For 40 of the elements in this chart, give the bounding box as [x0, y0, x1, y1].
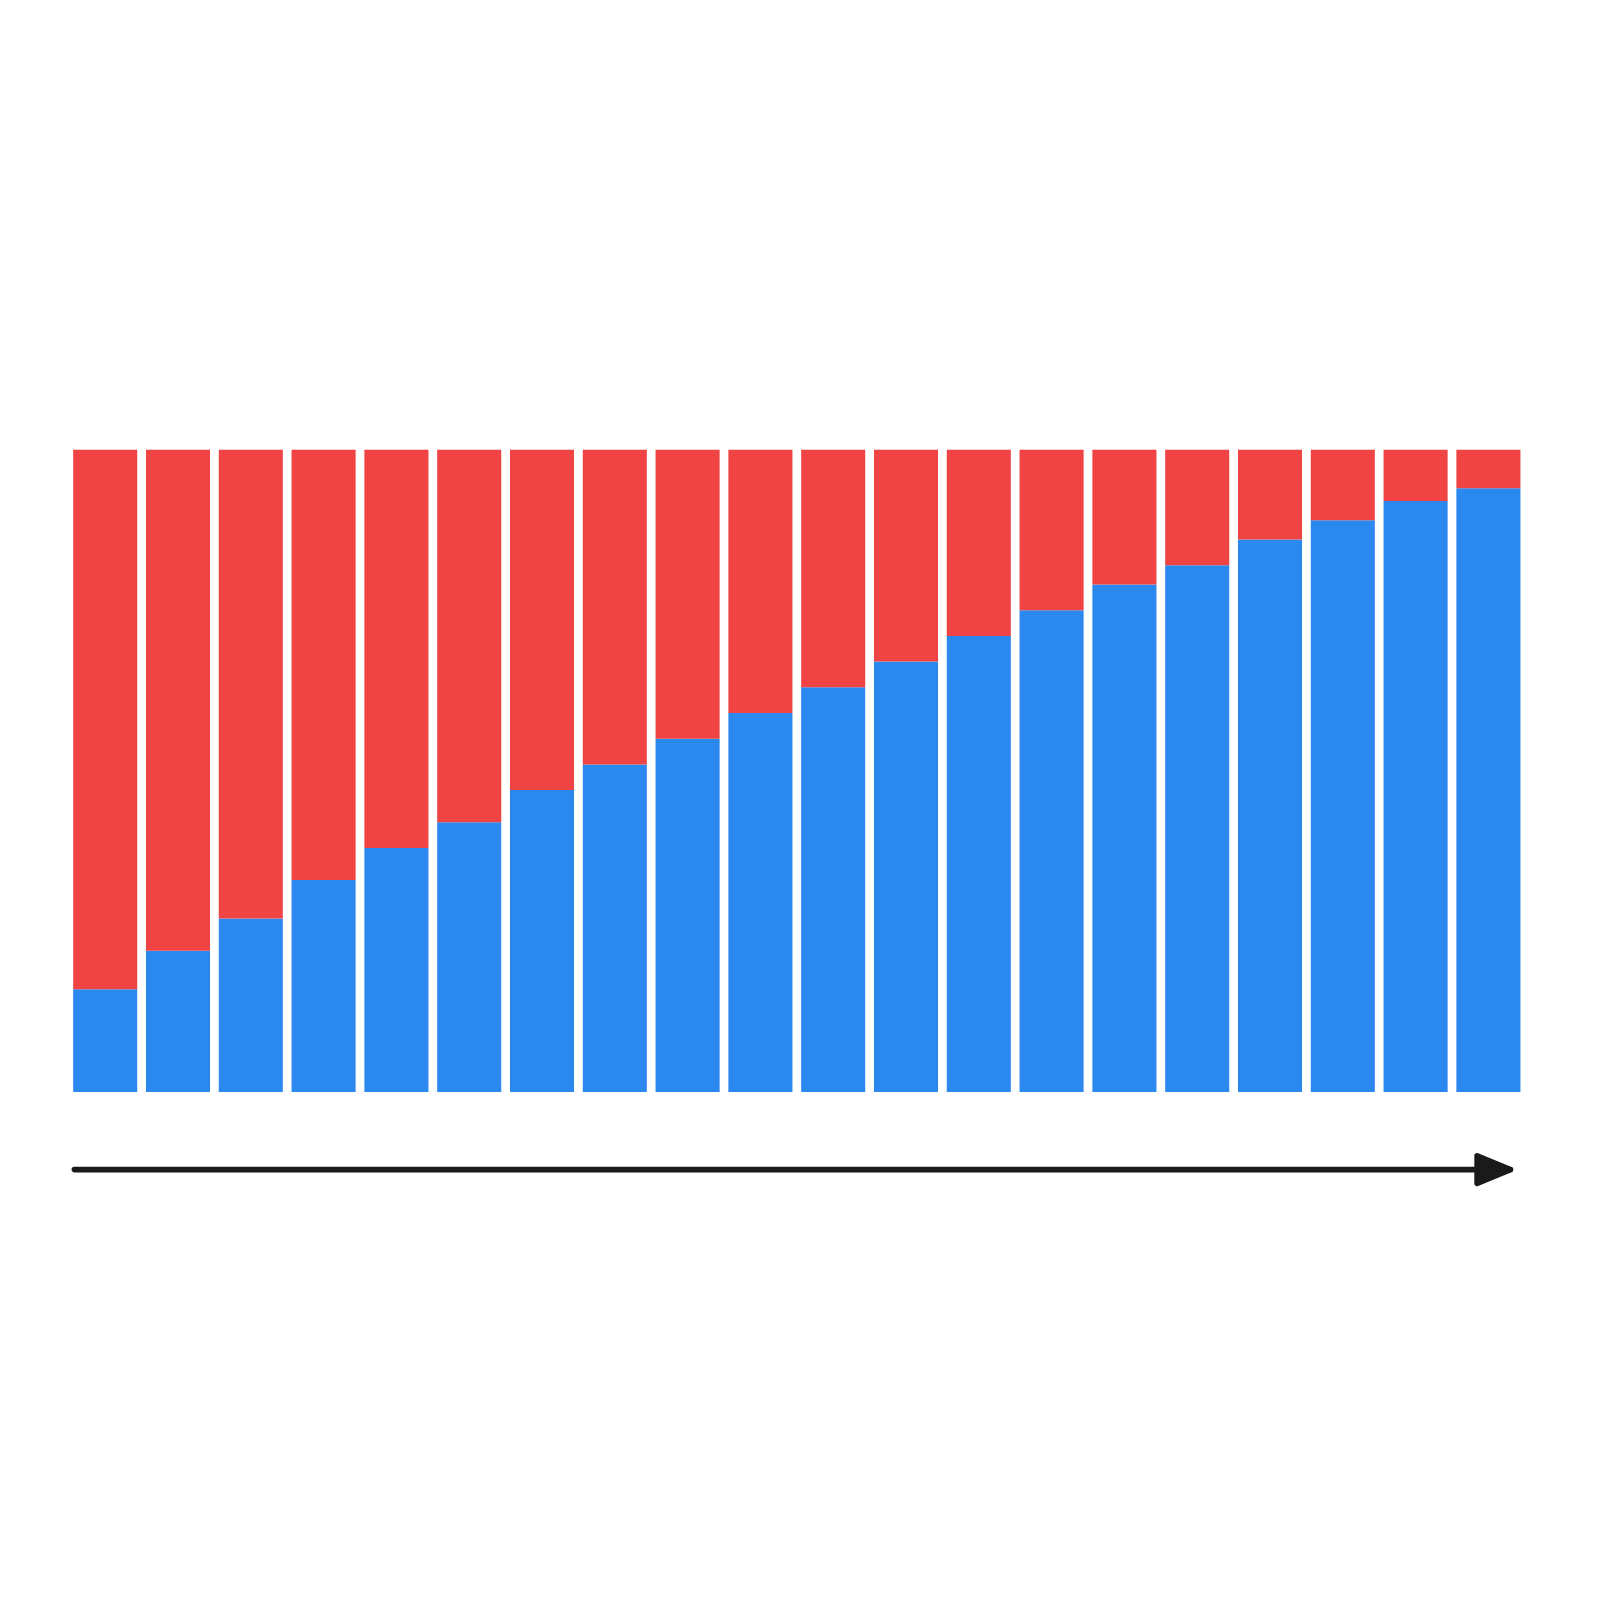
bar	[1019, 449, 1084, 611]
bar	[1019, 610, 1084, 1092]
bar	[291, 449, 356, 881]
bar	[655, 449, 720, 739]
bar	[1165, 449, 1230, 566]
bar	[873, 449, 939, 662]
bar	[946, 635, 1011, 1092]
bar	[655, 738, 720, 1092]
bar	[1237, 539, 1303, 1092]
bar	[946, 449, 1011, 636]
bar	[1092, 449, 1157, 585]
bar	[437, 449, 502, 823]
bar	[509, 790, 575, 1092]
bar	[728, 449, 793, 713]
bar	[1383, 449, 1448, 501]
bar	[364, 449, 429, 848]
bar	[582, 764, 647, 1092]
bar	[1310, 449, 1375, 521]
bar	[801, 449, 866, 688]
bar	[1456, 449, 1521, 489]
bar	[1237, 449, 1303, 540]
bar	[873, 661, 939, 1092]
bar	[582, 449, 647, 765]
bar	[73, 989, 138, 1092]
bar	[437, 822, 502, 1092]
bar	[291, 880, 356, 1092]
bar	[1383, 500, 1448, 1092]
bar	[1165, 565, 1230, 1092]
bar	[1092, 584, 1157, 1092]
bar	[364, 847, 429, 1092]
bar	[145, 950, 211, 1092]
bar	[1456, 488, 1521, 1092]
bar	[218, 918, 283, 1092]
bar	[509, 449, 575, 791]
bar	[1310, 520, 1375, 1092]
bar	[728, 712, 793, 1092]
bar	[145, 449, 211, 951]
bar	[218, 449, 283, 919]
bar	[73, 449, 138, 990]
bar	[801, 687, 866, 1092]
